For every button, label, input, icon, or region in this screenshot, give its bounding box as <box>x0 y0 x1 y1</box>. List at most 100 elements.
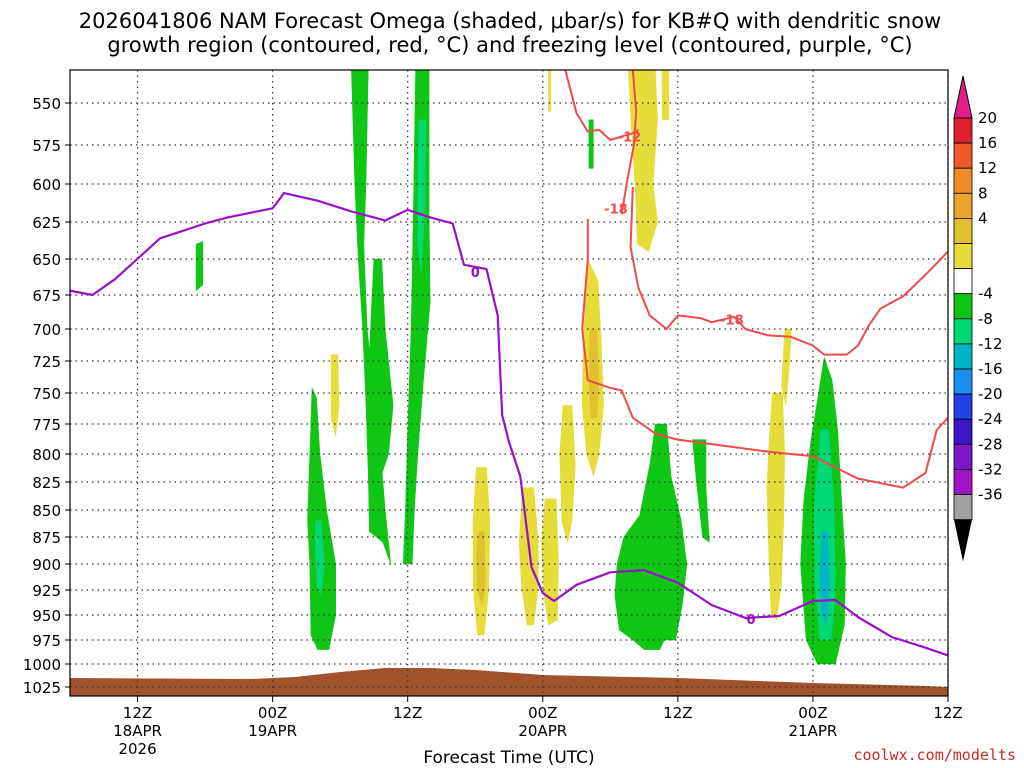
y-tick-label-775: 775 <box>32 416 61 434</box>
omega-region-5 <box>307 387 336 650</box>
contour-label-3: 0 <box>471 266 480 281</box>
omega-region-25 <box>781 328 792 406</box>
terrain-layer <box>70 668 948 696</box>
omega-region-1 <box>402 70 431 565</box>
colorbar-label-2: 12 <box>978 159 997 177</box>
colorbar-label-6: -8 <box>978 310 993 328</box>
contour-label-2: -18 <box>720 313 744 328</box>
contour-label-4: 0 <box>746 613 755 628</box>
contour-label-1: -18 <box>604 202 628 217</box>
colorbar-segment-10 <box>953 368 973 395</box>
omega-region-17 <box>588 328 600 419</box>
omega-shading <box>195 70 846 665</box>
colorbar-segment-9 <box>953 343 973 370</box>
x-tick-label-0-0: 12Z <box>123 704 152 722</box>
omega-region-6 <box>315 520 325 596</box>
x-tick-label-12-1: 19APR <box>248 722 297 740</box>
x-tick-label-0-1: 18APR <box>113 722 162 740</box>
y-tick-label-950: 950 <box>32 607 61 625</box>
x-tick-label-48-0: 12Z <box>663 704 692 722</box>
omega-region-22 <box>476 531 486 606</box>
y-tick-label-800: 800 <box>32 446 61 464</box>
colorbar-label-7: -12 <box>978 335 1003 353</box>
colorbar-segment-2 <box>953 167 973 194</box>
colorbar-segment-15 <box>953 494 973 521</box>
dgz-contour-3 <box>629 186 948 356</box>
y-tick-label-575: 575 <box>32 137 61 155</box>
y-tick-label-825: 825 <box>32 474 61 492</box>
x-tick-label-36-1: 20APR <box>518 722 567 740</box>
plot-frame <box>69 69 949 697</box>
y-tick-label-750: 750 <box>32 385 61 403</box>
colorbar-segment-4 <box>953 217 973 244</box>
colorbar-label-5: -4 <box>978 285 993 303</box>
colorbar-segment-5 <box>953 243 973 270</box>
colorbar-segment-8 <box>953 318 973 345</box>
omega-region-14 <box>661 70 670 121</box>
omega-region-18 <box>559 405 576 543</box>
colorbar-label-13: -36 <box>978 486 1003 504</box>
y-tick-label-900: 900 <box>32 556 61 574</box>
omega-region-23 <box>330 354 340 437</box>
chart-title-line-1: 2026041806 NAM Forecast Omega (shaded, μ… <box>79 9 941 33</box>
omega-region-4 <box>195 240 204 292</box>
dgz-contour-2 <box>581 219 948 489</box>
y-tick-label-875: 875 <box>32 529 61 547</box>
omega-region-9 <box>692 439 710 543</box>
colorbar-segment-13 <box>953 443 973 470</box>
y-tick-label-700: 700 <box>32 321 61 339</box>
x-tick-label-12-0: 00Z <box>258 704 287 722</box>
x-tick-label-0-2: 2026 <box>118 740 156 758</box>
colorbar-segment-7 <box>953 293 973 320</box>
y-tick-label-650: 650 <box>32 251 61 269</box>
freezing-level-line <box>70 192 948 657</box>
x-tick-label-60-1: 21APR <box>789 722 838 740</box>
y-tick-label-1000: 1000 <box>23 656 61 674</box>
colorbar-label-3: 8 <box>978 184 988 202</box>
terrain-fill <box>70 668 948 696</box>
omega-region-24 <box>766 392 786 621</box>
colorbar-label-12: -32 <box>978 460 1003 478</box>
y-tick-label-675: 675 <box>32 287 61 305</box>
omega-region-0 <box>351 70 392 565</box>
omega-region-19 <box>518 487 539 626</box>
omega-region-20 <box>541 498 559 626</box>
x-tick-label-24-0: 12Z <box>393 704 422 722</box>
colorbar-label-8: -16 <box>978 360 1003 378</box>
colorbar-segment-3 <box>953 192 973 219</box>
colorbar-segment-6 <box>953 268 973 295</box>
y-tick-label-975: 975 <box>32 632 61 650</box>
y-tick-label-1025: 1025 <box>23 679 61 697</box>
y-tick-label-850: 850 <box>32 502 61 520</box>
colorbar-label-4: 4 <box>978 209 988 227</box>
y-tick-label-625: 625 <box>32 214 61 232</box>
x-tick-label-36-0: 00Z <box>528 704 557 722</box>
colorbar-segment-12 <box>953 418 973 445</box>
y-tick-label-725: 725 <box>32 353 61 371</box>
colorbar-segment-0 <box>953 117 973 144</box>
credit-text: coolwx.com/modelts <box>853 746 1016 764</box>
colorbar-label-0: 20 <box>978 109 997 127</box>
y-axis: 550 575 600 625 650 675 700 725 750 775 800 825 850 8… <box>23 95 70 697</box>
dgz-contour-1 <box>620 70 638 215</box>
x-tick-label-72-0: 12Z <box>933 704 962 722</box>
omega-region-13 <box>628 70 658 252</box>
plot-area: -12 -18 -18 0 0 <box>69 69 949 697</box>
colorbar: 20 16 12 8 4 -4 -8 -12 -16 -20 -24 -28 -32 -36 <box>953 75 1003 562</box>
colorbar-segment-1 <box>953 142 973 169</box>
dgz-contour-0 <box>564 70 639 141</box>
y-tick-label-600: 600 <box>32 176 61 194</box>
x-tick-label-60-0: 00Z <box>798 704 827 722</box>
colorbar-segment-14 <box>953 468 973 495</box>
omega-region-7 <box>588 119 594 169</box>
contour-lines <box>70 70 948 657</box>
colorbar-label-9: -20 <box>978 385 1003 403</box>
x-axis-label: Forecast Time (UTC) <box>423 748 594 768</box>
colorbar-label-10: -24 <box>978 410 1003 428</box>
colorbar-label-1: 16 <box>978 134 997 152</box>
y-tick-label-550: 550 <box>32 95 61 113</box>
colorbar-bottom-arrow <box>954 519 972 562</box>
colorbar-top-arrow <box>953 75 973 119</box>
